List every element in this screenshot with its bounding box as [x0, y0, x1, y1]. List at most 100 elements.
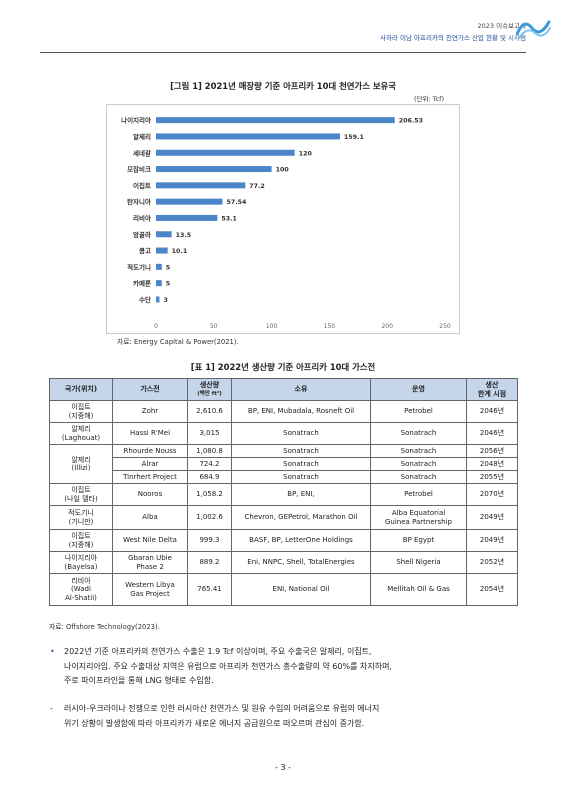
bar: [156, 198, 223, 205]
category-label: 카메룬: [133, 279, 151, 288]
cell-field: Hassi R'Mei: [112, 422, 188, 445]
table-row: 알제리 (Laghouat) Hassi R'Mei 3,015 Sonatrac…: [49, 422, 518, 445]
figure-title: [그림 1] 2021년 매장량 기준 아프리카 10대 천연가스 보유국: [170, 81, 396, 91]
bar-chart-container: 나이지리아 206.53 알제리 159.1 세네갈 120 모잠비크 100 이집트 77.2 탄…: [106, 104, 460, 334]
cell-year: 2049년: [466, 529, 518, 552]
bar: [156, 247, 168, 254]
cell-year: 2052년: [466, 551, 518, 574]
header-operator: 운영: [370, 378, 467, 401]
category-label: 탄자니아: [127, 197, 151, 206]
bar: [156, 296, 160, 303]
value-label: 57.54: [227, 199, 248, 206]
cell-year: 2049년: [466, 505, 518, 530]
table-row: 이집트 (지중해) West Nile Delta 999.3 BASF, BP,…: [49, 529, 518, 552]
category-label: 세네갈: [133, 148, 151, 157]
x-tick-label: 0: [154, 323, 158, 330]
cell-field: Gbaran Ubie Phase 2: [112, 551, 188, 574]
table-source: 자료: Offshore Technology(2023).: [49, 623, 160, 631]
value-label: 5: [166, 264, 170, 271]
cell-field: West Nile Delta: [112, 529, 188, 552]
header-country: 국가(위치): [49, 378, 113, 401]
bar: [156, 166, 272, 173]
bar: [156, 231, 172, 238]
cell-country: 알제리 (Laghouat): [49, 422, 113, 445]
cell-field: Rhourde Nouss: [112, 444, 188, 458]
x-tick-label: 200: [381, 323, 393, 330]
bar: [156, 117, 395, 124]
header-limit-year: 생산 한계 시점: [466, 378, 518, 401]
bar: [156, 263, 162, 270]
page-number: - 3 -: [275, 763, 291, 772]
cell-operator: Petrobel: [370, 483, 467, 506]
cell-field: Nooros: [112, 483, 188, 506]
cell-year: 2054년: [466, 573, 518, 606]
cell-year: 2046년: [466, 422, 518, 445]
cell-country: 알제리 (Illizi): [49, 444, 113, 484]
table-header-row: 국가(위치) 가스전 생산량 (백만 ft³) 소유 운영 생산 한계 시점: [49, 378, 518, 401]
x-tick-label: 150: [324, 323, 336, 330]
header-divider: [40, 52, 526, 53]
value-label: 13.5: [176, 232, 192, 239]
value-label: 53.1: [221, 215, 237, 222]
cell-operator: Sonatrach: [370, 470, 467, 484]
bar: [156, 182, 246, 189]
table-row: Alrar 724.2 Sonatrach Sonatrach 2048년: [50, 457, 518, 471]
cell-operator: Mellitah Oil & Gas: [370, 573, 467, 606]
cell-owner: Chevron, GEPetrol, Marathon Oil: [231, 505, 371, 530]
cell-field: Alba: [112, 505, 188, 530]
bar: [156, 149, 295, 156]
cell-field: Tinrhert Project: [112, 470, 188, 484]
figure-source: 자료: Energy Capital & Power(2021).: [117, 338, 239, 346]
cell-owner: Sonatrach: [231, 457, 371, 471]
cell-year: 2056년: [466, 444, 518, 458]
x-tick-label: 100: [266, 323, 278, 330]
cell-field: Alrar: [112, 457, 188, 471]
cell-owner: Eni, NNPC, Shell, TotalEnergies: [231, 551, 371, 574]
value-label: 10.1: [172, 248, 188, 255]
value-label: 206.53: [399, 118, 423, 125]
table-row: 나이지리아 (Bayelsa) Gbaran Ubie Phase 2 889.2 …: [49, 551, 518, 574]
cell-year: 2070년: [466, 483, 518, 506]
header-owner: 소유: [231, 378, 371, 401]
table-row: 리비아 (Wadi Al-Shatii) Western Libya Gas Proj…: [49, 573, 518, 606]
cell-output: 3,015: [187, 422, 232, 445]
category-label: 수단: [139, 295, 151, 304]
bar: [156, 133, 340, 140]
cell-output: 1,080.8: [187, 444, 232, 458]
cell-year: 2055년: [466, 470, 518, 484]
report-subtitle: 사하라 이남 아프리카의 천연가스 산업 현황 및 시사점: [379, 34, 526, 42]
cell-year: 2046년: [466, 400, 518, 423]
table-row: Tinrhert Project 684.9 Sonatrach Sonatra…: [50, 470, 518, 484]
cell-operator: Sonatrach: [370, 457, 467, 471]
table-row: 이집트 (지중해) Zohr 2,610.6 BP, ENI, Mubadala,…: [49, 400, 518, 423]
cell-country: 이집트 (나일 델타): [49, 483, 113, 506]
category-label: 알제리: [133, 132, 151, 141]
cell-field: Western Libya Gas Project: [112, 573, 188, 606]
value-label: 100: [276, 167, 290, 174]
cell-owner: BP, ENI,: [231, 483, 371, 506]
cell-country: 나이지리아 (Bayelsa): [49, 551, 113, 574]
table-row: 이집트 (나일 델타) Nooros 1,058.2 BP, ENI, Petro…: [49, 483, 518, 506]
cell-owner: ENI, National Oil: [231, 573, 371, 606]
value-label: 159.1: [344, 134, 364, 141]
cell-owner: BASF, BP, LetterOne Holdings: [231, 529, 371, 552]
cell-output: 1,058.2: [187, 483, 232, 506]
cell-owner: Sonatrach: [231, 444, 371, 458]
bar-chart: 나이지리아 206.53 알제리 159.1 세네갈 120 모잠비크 100 이집트 77.2 탄…: [121, 116, 451, 330]
table-row: 알제리 (Illizi) Rhourde Nouss 1,080.8 Sonatr…: [49, 444, 518, 484]
dash-marker: -: [50, 704, 53, 713]
cell-output: 724.2: [187, 457, 232, 471]
cell-output: 889.2: [187, 551, 232, 574]
cell-operator: Shell Nigeria: [370, 551, 467, 574]
cell-operator: Alba Equatorial Guinea Partnership: [370, 505, 467, 530]
category-label: 나이지리아: [121, 116, 151, 125]
cell-operator: Sonatrach: [370, 422, 467, 445]
x-tick-label: 50: [210, 323, 218, 330]
value-label: 120: [299, 150, 313, 157]
category-label: 콩고: [139, 246, 151, 255]
bullet-paragraph-energy-crisis: - 러시아-우크라이나 전쟁으로 인한 러시아산 천연가스 및 원유 수입의 어…: [50, 704, 380, 728]
page-header: 2023 이슈보고서 사하라 이남 아프리카의 천연가스 산업 현황 및 시사점: [380, 20, 526, 42]
cell-country: 리비아 (Wadi Al-Shatii): [49, 573, 113, 606]
cell-year: 2048년: [466, 457, 518, 471]
cell-owner: Sonatrach: [231, 422, 371, 445]
